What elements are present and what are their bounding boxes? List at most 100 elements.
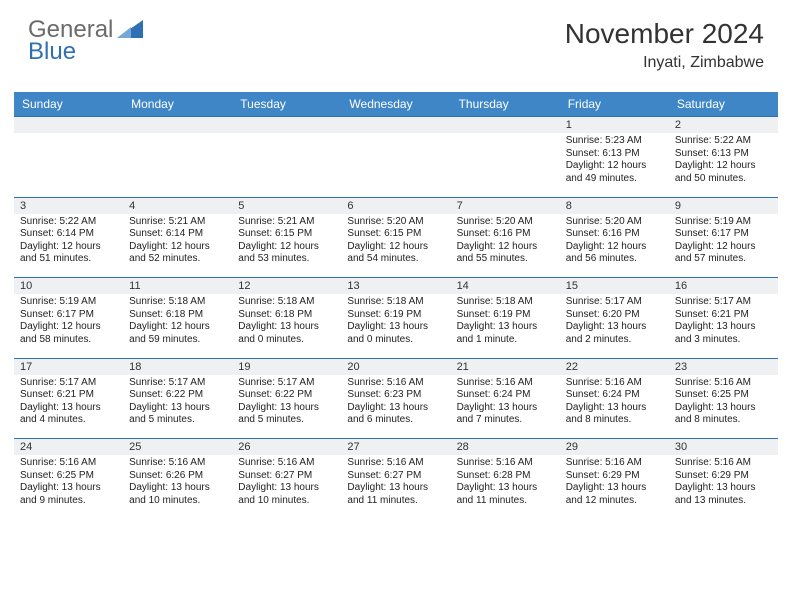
day-number: 3 (14, 198, 123, 214)
sunset-line: Sunset: 6:14 PM (129, 228, 226, 241)
day-number: 4 (123, 198, 232, 214)
sunrise-line: Sunrise: 5:21 AM (238, 216, 335, 229)
daylight-line-2: and 9 minutes. (20, 495, 117, 508)
day-info-cell: Sunrise: 5:17 AMSunset: 6:22 PMDaylight:… (123, 375, 232, 439)
sunset-line: Sunset: 6:21 PM (675, 309, 772, 322)
sunrise-line: Sunrise: 5:16 AM (457, 377, 554, 390)
day-number-cell: 26 (232, 439, 341, 456)
sunset-line: Sunset: 6:15 PM (347, 228, 444, 241)
title-block: November 2024 Inyati, Zimbabwe (565, 18, 764, 72)
day-number-cell: 15 (560, 278, 669, 295)
daylight-line-1: Daylight: 12 hours (238, 241, 335, 254)
sunrise-line: Sunrise: 5:22 AM (675, 135, 772, 148)
day-info-cell (232, 133, 341, 197)
day-number-cell: 27 (341, 439, 450, 456)
sunset-line: Sunset: 6:27 PM (238, 470, 335, 483)
day-info-cell (451, 133, 560, 197)
day-info-row: Sunrise: 5:19 AMSunset: 6:17 PMDaylight:… (14, 294, 778, 358)
calendar-head: SundayMondayTuesdayWednesdayThursdayFrid… (14, 92, 778, 117)
day-number-cell: 28 (451, 439, 560, 456)
sunset-line: Sunset: 6:22 PM (129, 389, 226, 402)
day-info-row: Sunrise: 5:23 AMSunset: 6:13 PMDaylight:… (14, 133, 778, 197)
sunrise-line: Sunrise: 5:23 AM (566, 135, 663, 148)
day-detail: Sunrise: 5:17 AMSunset: 6:22 PMDaylight:… (232, 375, 341, 431)
sunset-line: Sunset: 6:17 PM (675, 228, 772, 241)
day-detail: Sunrise: 5:16 AMSunset: 6:26 PMDaylight:… (123, 455, 232, 511)
day-detail: Sunrise: 5:16 AMSunset: 6:29 PMDaylight:… (669, 455, 778, 511)
day-number-cell (14, 117, 123, 134)
day-detail: Sunrise: 5:21 AMSunset: 6:14 PMDaylight:… (123, 214, 232, 270)
sunset-line: Sunset: 6:19 PM (457, 309, 554, 322)
daylight-line-2: and 56 minutes. (566, 253, 663, 266)
day-number-cell (451, 117, 560, 134)
day-detail: Sunrise: 5:18 AMSunset: 6:19 PMDaylight:… (451, 294, 560, 350)
daylight-line-2: and 1 minute. (457, 334, 554, 347)
daylight-line-2: and 8 minutes. (566, 414, 663, 427)
sunrise-line: Sunrise: 5:16 AM (347, 457, 444, 470)
day-number: 28 (451, 439, 560, 455)
sunset-line: Sunset: 6:29 PM (566, 470, 663, 483)
day-info-cell: Sunrise: 5:16 AMSunset: 6:28 PMDaylight:… (451, 455, 560, 519)
sunrise-line: Sunrise: 5:16 AM (566, 457, 663, 470)
day-number-row: 24252627282930 (14, 439, 778, 456)
daylight-line-1: Daylight: 13 hours (238, 402, 335, 415)
daylight-line-1: Daylight: 13 hours (129, 402, 226, 415)
day-number: 26 (232, 439, 341, 455)
day-info-cell: Sunrise: 5:22 AMSunset: 6:14 PMDaylight:… (14, 214, 123, 278)
daylight-line-2: and 54 minutes. (347, 253, 444, 266)
daylight-line-1: Daylight: 13 hours (347, 321, 444, 334)
day-detail: Sunrise: 5:22 AMSunset: 6:13 PMDaylight:… (669, 133, 778, 189)
daylight-line-2: and 4 minutes. (20, 414, 117, 427)
weekday-row: SundayMondayTuesdayWednesdayThursdayFrid… (14, 92, 778, 117)
daylight-line-1: Daylight: 13 hours (675, 321, 772, 334)
daylight-line-2: and 0 minutes. (238, 334, 335, 347)
daylight-line-2: and 55 minutes. (457, 253, 554, 266)
daylight-line-1: Daylight: 12 hours (129, 321, 226, 334)
sunrise-line: Sunrise: 5:20 AM (566, 216, 663, 229)
day-number-cell: 1 (560, 117, 669, 134)
daylight-line-2: and 52 minutes. (129, 253, 226, 266)
calendar-table: SundayMondayTuesdayWednesdayThursdayFrid… (14, 92, 778, 519)
day-number: 6 (341, 198, 450, 214)
day-info-cell: Sunrise: 5:23 AMSunset: 6:13 PMDaylight:… (560, 133, 669, 197)
daylight-line-2: and 13 minutes. (675, 495, 772, 508)
daylight-line-1: Daylight: 13 hours (20, 402, 117, 415)
day-info-cell: Sunrise: 5:16 AMSunset: 6:27 PMDaylight:… (341, 455, 450, 519)
day-detail: Sunrise: 5:20 AMSunset: 6:15 PMDaylight:… (341, 214, 450, 270)
brand-word-2: Blue (28, 40, 113, 64)
sunset-line: Sunset: 6:15 PM (238, 228, 335, 241)
day-number-cell: 25 (123, 439, 232, 456)
daylight-line-2: and 50 minutes. (675, 173, 772, 186)
sunrise-line: Sunrise: 5:18 AM (347, 296, 444, 309)
sunset-line: Sunset: 6:18 PM (238, 309, 335, 322)
day-info-cell: Sunrise: 5:20 AMSunset: 6:15 PMDaylight:… (341, 214, 450, 278)
sunset-line: Sunset: 6:25 PM (20, 470, 117, 483)
sunset-line: Sunset: 6:26 PM (129, 470, 226, 483)
day-number: 17 (14, 359, 123, 375)
sunrise-line: Sunrise: 5:17 AM (238, 377, 335, 390)
day-detail: Sunrise: 5:16 AMSunset: 6:24 PMDaylight:… (560, 375, 669, 431)
daylight-line-1: Daylight: 13 hours (238, 482, 335, 495)
day-detail: Sunrise: 5:22 AMSunset: 6:14 PMDaylight:… (14, 214, 123, 270)
day-info-cell: Sunrise: 5:16 AMSunset: 6:26 PMDaylight:… (123, 455, 232, 519)
day-number-cell: 19 (232, 358, 341, 375)
sunset-line: Sunset: 6:18 PM (129, 309, 226, 322)
daylight-line-1: Daylight: 13 hours (675, 482, 772, 495)
sunrise-line: Sunrise: 5:16 AM (129, 457, 226, 470)
day-number-cell: 18 (123, 358, 232, 375)
day-number-cell: 13 (341, 278, 450, 295)
day-number-row: 17181920212223 (14, 358, 778, 375)
daylight-line-1: Daylight: 12 hours (129, 241, 226, 254)
weekday-header: Wednesday (341, 92, 450, 117)
day-info-cell: Sunrise: 5:21 AMSunset: 6:15 PMDaylight:… (232, 214, 341, 278)
day-info-cell: Sunrise: 5:16 AMSunset: 6:24 PMDaylight:… (560, 375, 669, 439)
day-number-cell: 12 (232, 278, 341, 295)
day-number: 29 (560, 439, 669, 455)
day-detail: Sunrise: 5:23 AMSunset: 6:13 PMDaylight:… (560, 133, 669, 189)
day-number-cell: 10 (14, 278, 123, 295)
sunrise-line: Sunrise: 5:17 AM (675, 296, 772, 309)
sunset-line: Sunset: 6:14 PM (20, 228, 117, 241)
sunset-line: Sunset: 6:17 PM (20, 309, 117, 322)
sunrise-line: Sunrise: 5:17 AM (566, 296, 663, 309)
weekday-header: Monday (123, 92, 232, 117)
